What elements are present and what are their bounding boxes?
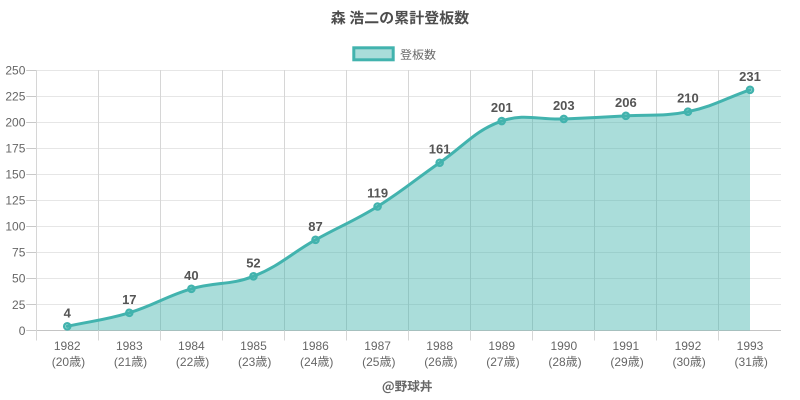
- svg-text:(27: (27: [486, 355, 504, 369]
- svg-text:(20: (20: [52, 355, 70, 369]
- svg-text:225: 225: [5, 89, 25, 103]
- svg-text:4: 4: [64, 305, 72, 320]
- svg-text:(22: (22: [176, 355, 194, 369]
- svg-text:1984: 1984: [178, 339, 205, 353]
- svg-text:1990: 1990: [550, 339, 577, 353]
- svg-text:(30: (30: [672, 355, 690, 369]
- svg-text:100: 100: [5, 220, 25, 234]
- svg-text:): ): [454, 355, 458, 369]
- svg-text:52: 52: [246, 255, 260, 270]
- svg-text:125: 125: [5, 194, 25, 208]
- svg-text:25: 25: [12, 298, 26, 312]
- svg-text:161: 161: [429, 142, 451, 157]
- svg-text:): ): [640, 355, 644, 369]
- svg-text:): ): [516, 355, 520, 369]
- svg-text:): ): [143, 355, 147, 369]
- svg-text:75: 75: [12, 246, 26, 260]
- svg-text:40: 40: [184, 268, 198, 283]
- svg-text:210: 210: [677, 91, 699, 106]
- svg-text:201: 201: [491, 100, 513, 115]
- svg-text:1986: 1986: [302, 339, 329, 353]
- svg-text:): ): [578, 355, 582, 369]
- svg-text:): ): [702, 355, 706, 369]
- svg-text:175: 175: [5, 141, 25, 155]
- svg-text:119: 119: [367, 186, 388, 201]
- svg-text:0: 0: [19, 324, 26, 338]
- svg-text:(26: (26: [424, 355, 442, 369]
- svg-text:1988: 1988: [426, 339, 453, 353]
- svg-text:1987: 1987: [364, 339, 391, 353]
- svg-text:1992: 1992: [675, 339, 702, 353]
- svg-text:1982: 1982: [54, 339, 81, 353]
- svg-text:17: 17: [122, 292, 136, 307]
- svg-text:): ): [329, 355, 333, 369]
- svg-text:(31: (31: [735, 355, 753, 369]
- svg-text:1985: 1985: [240, 339, 267, 353]
- svg-text:203: 203: [553, 98, 575, 113]
- svg-text:): ): [764, 355, 768, 369]
- svg-text:(24: (24: [300, 355, 318, 369]
- svg-text:(23: (23: [238, 355, 256, 369]
- svg-text:250: 250: [5, 63, 25, 77]
- svg-text:1991: 1991: [613, 339, 640, 353]
- svg-text:200: 200: [5, 115, 25, 129]
- svg-text:): ): [205, 355, 209, 369]
- svg-text:(29: (29: [610, 355, 628, 369]
- svg-text:): ): [81, 355, 85, 369]
- svg-text:): ): [267, 355, 271, 369]
- svg-text:(21: (21: [114, 355, 132, 369]
- svg-text:(28: (28: [548, 355, 566, 369]
- svg-text:231: 231: [739, 69, 761, 84]
- svg-text:87: 87: [308, 219, 322, 234]
- svg-text:(25: (25: [362, 355, 380, 369]
- svg-text:150: 150: [5, 168, 25, 182]
- svg-text:1983: 1983: [116, 339, 143, 353]
- svg-text:50: 50: [12, 272, 26, 286]
- svg-text:1993: 1993: [737, 339, 764, 353]
- svg-text:206: 206: [615, 95, 637, 110]
- svg-text:1989: 1989: [488, 339, 515, 353]
- svg-text:): ): [391, 355, 395, 369]
